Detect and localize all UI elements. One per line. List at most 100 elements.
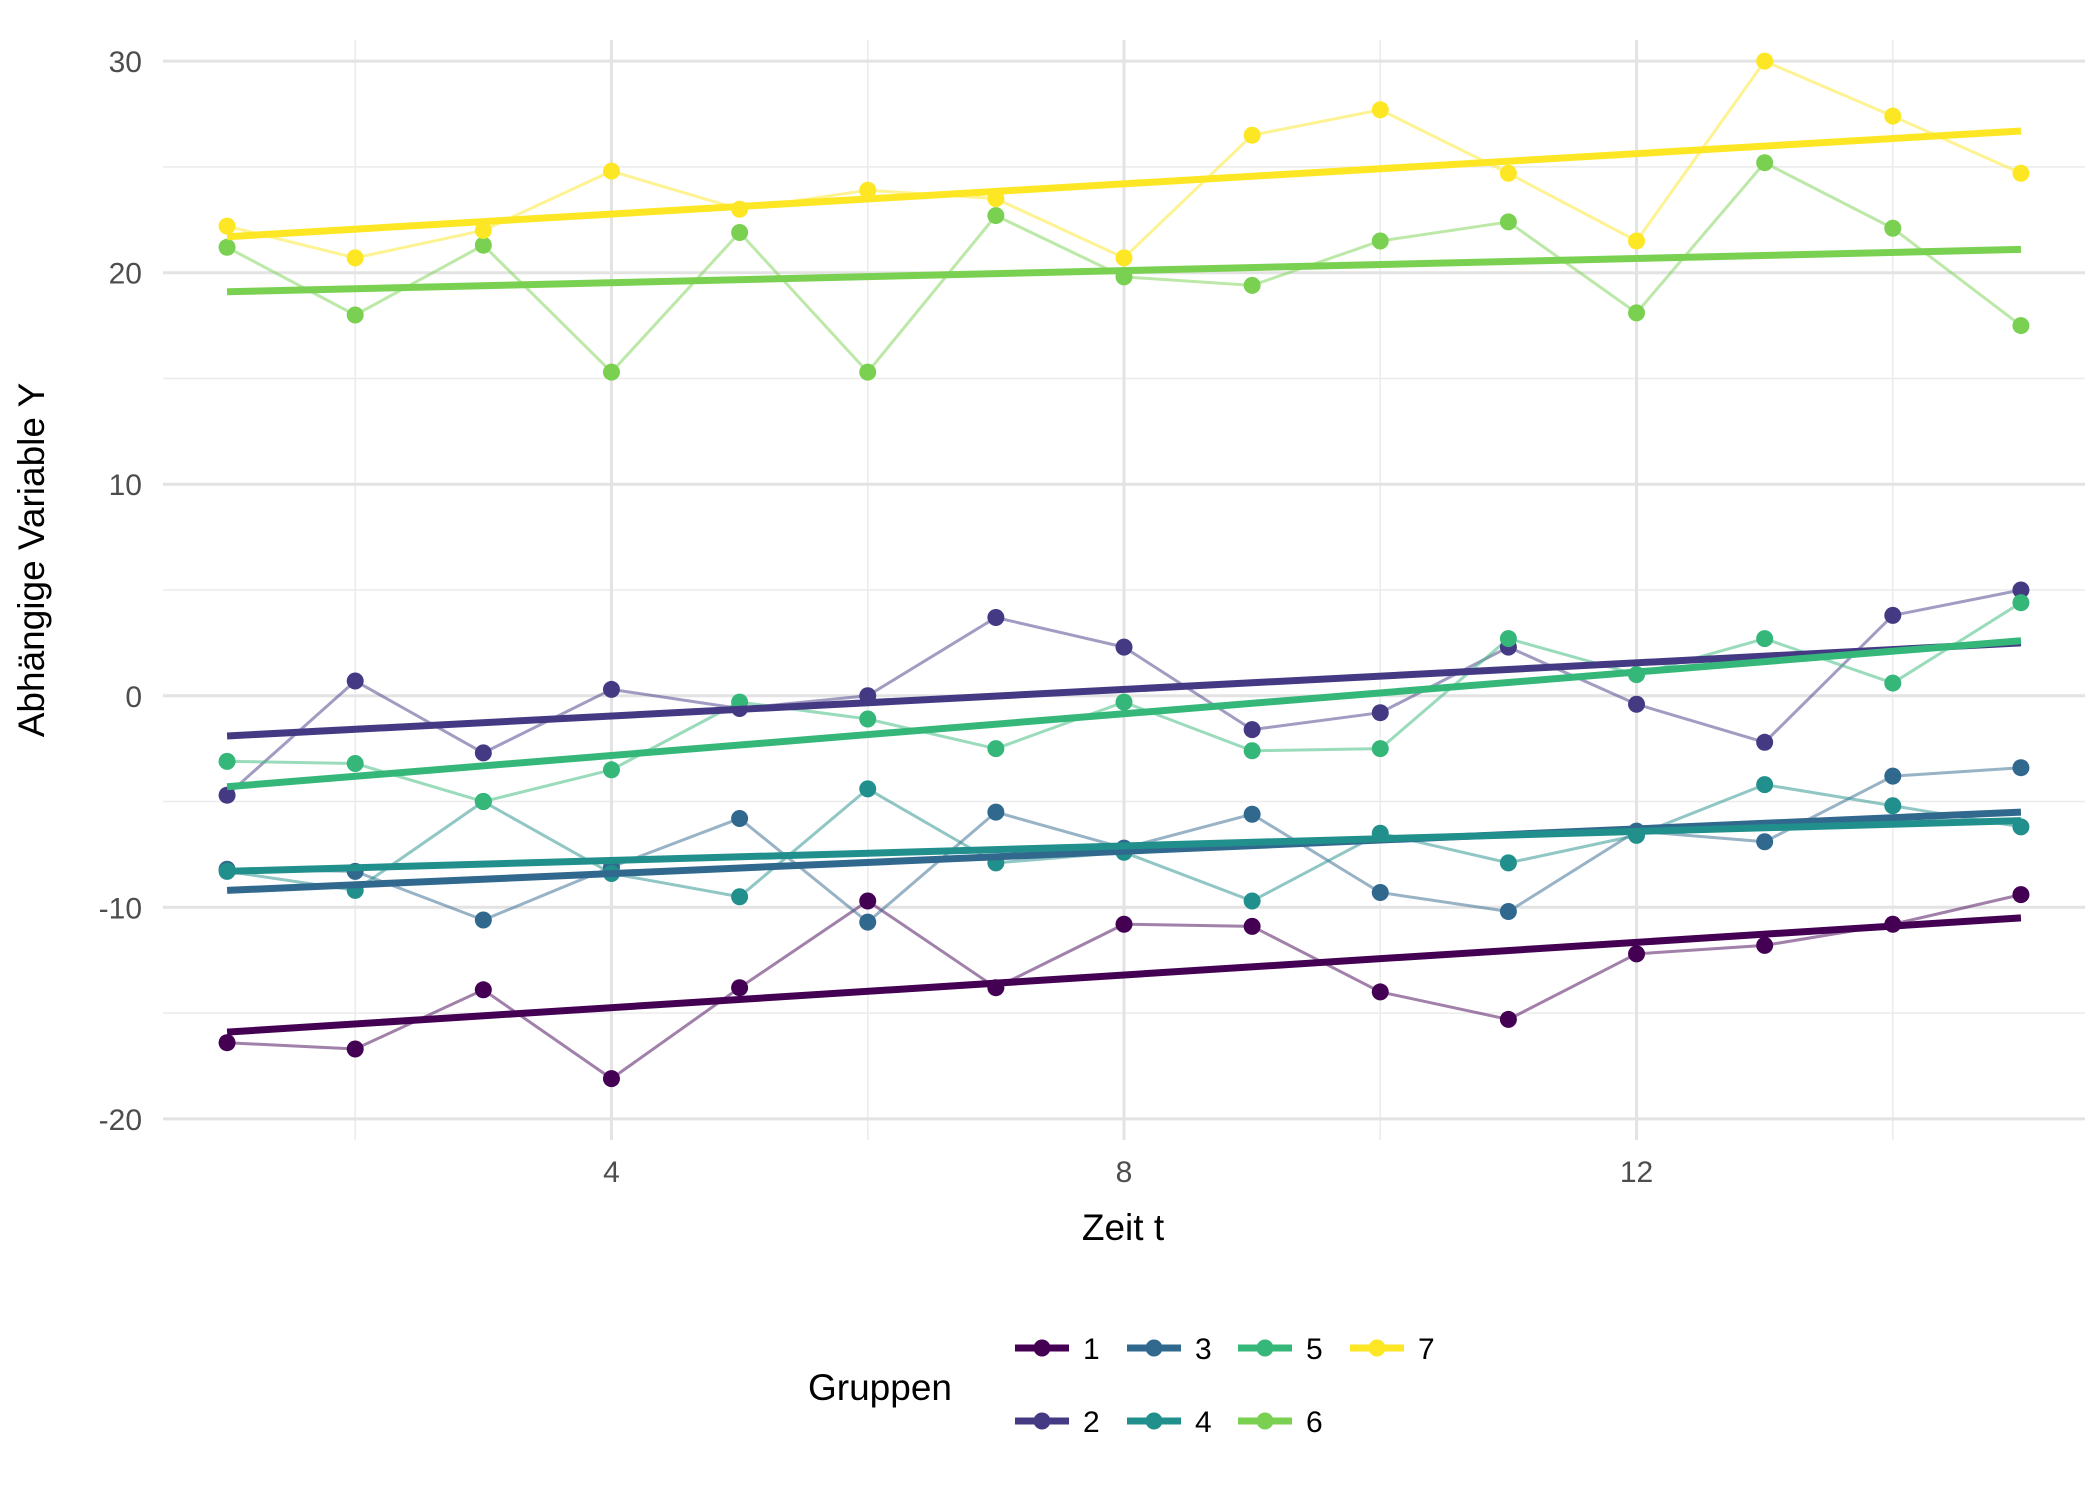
series-6-point bbox=[1371, 232, 1389, 250]
series-6-point bbox=[346, 306, 364, 324]
legend-key-point bbox=[1256, 1412, 1274, 1430]
y-tick-label: -10 bbox=[99, 892, 142, 925]
y-tick-label: -20 bbox=[99, 1104, 142, 1137]
series-1-point bbox=[346, 1040, 364, 1058]
series-6-point bbox=[2012, 317, 2030, 335]
series-1-point bbox=[2012, 886, 2030, 904]
series-5-point bbox=[602, 761, 620, 779]
series-2-point bbox=[602, 680, 620, 698]
legend-key-2: 2 bbox=[1015, 1406, 1100, 1439]
series-1-point bbox=[218, 1034, 236, 1052]
legend-key-label: 2 bbox=[1083, 1406, 1100, 1439]
legend-key-label: 4 bbox=[1195, 1406, 1212, 1439]
series-2-point bbox=[1628, 695, 1646, 713]
series-5-point bbox=[1115, 693, 1133, 711]
series-3-point bbox=[859, 913, 877, 931]
series-6-point bbox=[731, 224, 749, 241]
series-2-point bbox=[1243, 721, 1261, 739]
series-1-point bbox=[1756, 936, 1774, 954]
series-3-point bbox=[731, 809, 749, 827]
series-3-point bbox=[1499, 903, 1517, 921]
series-5-trend-line bbox=[226, 637, 2022, 791]
series-1-point bbox=[1115, 915, 1133, 933]
legend-key-label: 6 bbox=[1306, 1406, 1323, 1439]
series-7-point bbox=[1628, 232, 1646, 250]
series-5-point bbox=[1243, 742, 1261, 760]
series-5-point bbox=[1884, 674, 1902, 692]
series-5-point bbox=[859, 710, 877, 728]
series-7-point bbox=[474, 221, 492, 239]
y-tick-label: 10 bbox=[109, 469, 142, 502]
series-7-point bbox=[1243, 126, 1261, 144]
series-4-point bbox=[1884, 797, 1902, 815]
series-2-point bbox=[987, 609, 1005, 626]
series-2-point bbox=[1884, 606, 1902, 624]
series-1-point bbox=[1243, 917, 1261, 935]
series-2-point bbox=[1371, 704, 1389, 722]
series-7-trend-line bbox=[226, 127, 2022, 241]
series-5-point bbox=[1499, 630, 1517, 648]
series-2-point bbox=[1115, 638, 1133, 656]
y-tick-label: 0 bbox=[125, 681, 142, 714]
series-4-point bbox=[1243, 892, 1261, 910]
x-axis-title: Zeit t bbox=[1082, 1207, 1165, 1248]
series-5-point bbox=[474, 793, 492, 811]
legend-key-5: 5 bbox=[1238, 1333, 1323, 1366]
legend-key-point bbox=[1256, 1339, 1274, 1357]
series-6-point bbox=[1243, 276, 1261, 294]
series-5-point bbox=[1756, 630, 1774, 648]
series-2-point bbox=[2012, 581, 2030, 599]
series-1-point bbox=[1371, 983, 1389, 1001]
legend-key-point bbox=[1368, 1339, 1386, 1357]
x-tick-label: 8 bbox=[1116, 1156, 1133, 1189]
x-tick-label: 4 bbox=[603, 1156, 620, 1189]
legend-title: Gruppen bbox=[808, 1367, 952, 1408]
series-5-point bbox=[218, 752, 236, 770]
series-4-trend-line bbox=[226, 817, 2022, 875]
series-3-point bbox=[2012, 759, 2030, 777]
y-tick-label: 30 bbox=[109, 46, 142, 79]
legend-key-6: 6 bbox=[1238, 1406, 1323, 1439]
series-1-point bbox=[859, 892, 877, 910]
legend-key-point bbox=[1033, 1412, 1051, 1430]
series-3-point bbox=[1884, 767, 1902, 785]
series-1-point bbox=[1499, 1010, 1517, 1028]
series-2-trend-line bbox=[226, 639, 2022, 740]
series-4-point bbox=[1499, 854, 1517, 872]
legend-key-point bbox=[1033, 1339, 1051, 1357]
series-trend-lines bbox=[226, 127, 2022, 1036]
series-6-point bbox=[1756, 154, 1774, 172]
legend-keys: 1 2 3 4 5 6 7 bbox=[1015, 1333, 1435, 1439]
x-axis-tick-labels: 4 8 12 bbox=[603, 1156, 1653, 1189]
series-7-point bbox=[1371, 101, 1389, 119]
y-tick-label: 20 bbox=[109, 258, 142, 291]
series-5-point bbox=[346, 754, 364, 772]
series-4-point bbox=[731, 888, 749, 906]
legend-key-label: 5 bbox=[1306, 1333, 1323, 1366]
series-6-point bbox=[987, 207, 1005, 225]
series-6-trend-line bbox=[226, 245, 2022, 296]
series-3-trend-line bbox=[226, 808, 2022, 894]
series-6-point bbox=[602, 363, 620, 381]
y-axis-title: Abhängige Variable Y bbox=[11, 383, 52, 738]
series-7-point bbox=[1499, 164, 1517, 182]
series-3-point bbox=[987, 803, 1005, 821]
legend-key-3: 3 bbox=[1127, 1333, 1212, 1366]
series-7-point bbox=[1756, 52, 1774, 70]
series-2-point bbox=[346, 672, 364, 690]
series-7-point bbox=[602, 162, 620, 180]
series-2-point bbox=[218, 786, 236, 804]
series-7-point bbox=[2012, 164, 2030, 182]
series-5-point bbox=[2012, 594, 2030, 612]
series-4-point bbox=[859, 780, 877, 798]
series-5-point bbox=[1371, 740, 1389, 758]
legend-key-label: 7 bbox=[1418, 1333, 1435, 1366]
series-7-point bbox=[1884, 107, 1902, 125]
legend: Gruppen 1 2 3 4 5 6 7 bbox=[808, 1333, 1435, 1439]
series-1-point bbox=[1628, 945, 1646, 963]
series-1-point bbox=[602, 1070, 620, 1088]
series-7-point bbox=[859, 181, 877, 199]
series-2-point bbox=[474, 744, 492, 762]
y-axis-tick-labels: -20 -10 0 10 20 30 bbox=[99, 46, 142, 1137]
